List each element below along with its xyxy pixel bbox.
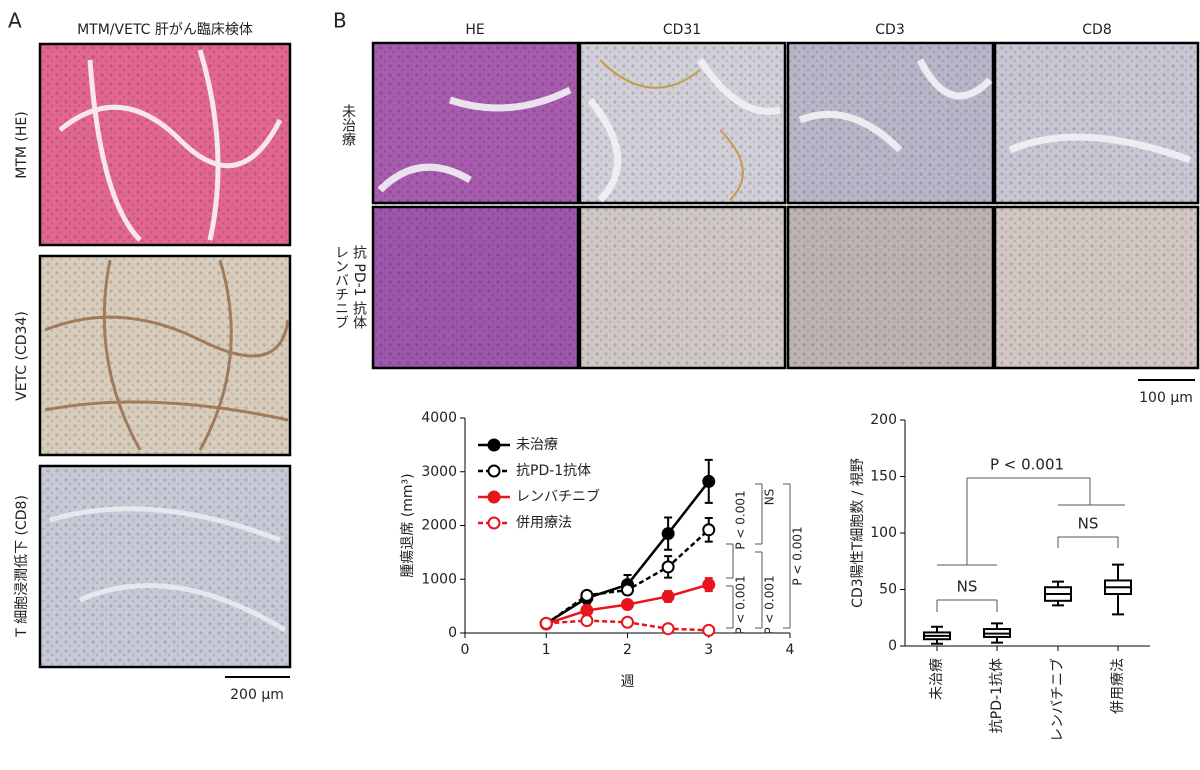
row-label: VETC (CD34) — [14, 311, 30, 401]
annotation: NS — [957, 578, 978, 596]
column-label: CD3 — [875, 22, 904, 38]
x-tick-label: 4 — [786, 642, 795, 658]
row-label: レンバチニブ — [333, 245, 349, 329]
point — [580, 588, 594, 602]
annotation: NS — [763, 489, 777, 506]
legend-marker — [487, 464, 501, 478]
y-tick-label: 50 — [879, 582, 897, 598]
y-tick-label: 200 — [870, 412, 897, 428]
x-tick-label: レンバチニブ — [1049, 658, 1066, 742]
y-tick-label: 100 — [870, 525, 897, 541]
point — [621, 598, 634, 612]
column-label: HE — [465, 22, 484, 38]
annotation: P < 0.001 — [990, 456, 1064, 474]
point — [661, 622, 675, 636]
x-tick-label: 0 — [461, 642, 470, 658]
y-tick-label: 1000 — [421, 571, 457, 587]
y-tick-label: 150 — [870, 469, 897, 485]
panel-label: A — [8, 9, 22, 33]
point — [702, 474, 716, 488]
y-tick-label: 0 — [448, 625, 457, 641]
x-axis-label: 週 — [621, 674, 635, 690]
column-label: CD31 — [663, 22, 701, 38]
x-tick-label: 抗PD-1抗体 — [989, 658, 1005, 733]
annotation: P < 0.001 — [734, 575, 748, 634]
y-tick-label: 0 — [888, 638, 897, 654]
x-tick-label: 併用療法 — [1109, 658, 1126, 714]
annotation: P < 0.001 — [763, 575, 777, 634]
point — [621, 615, 634, 629]
y-axis-label: CD3陽性T細胞数 / 視野 — [850, 458, 866, 608]
scale-label: 200 μm — [230, 687, 284, 703]
column-label: CD8 — [1082, 22, 1111, 38]
x-tick-label: 3 — [704, 642, 713, 658]
y-tick-label: 3000 — [421, 464, 457, 480]
point — [661, 589, 675, 603]
legend-marker — [487, 516, 501, 530]
point — [621, 583, 634, 597]
legend-label: 未治療 — [516, 436, 558, 453]
row-label: MTM (HE) — [14, 111, 30, 178]
y-tick-label: 4000 — [421, 410, 457, 426]
row-label: T 細胞浸潤低下 (CD8) — [14, 495, 30, 638]
micrographs-b — [371, 41, 1200, 370]
annotation: P < 0.001 — [734, 490, 748, 549]
x-tick-label: 2 — [623, 642, 632, 658]
legend-label: レンバチニブ — [516, 488, 600, 505]
row-label: 未治療 — [340, 104, 356, 146]
point — [539, 616, 553, 630]
y-axis-label: 腫瘍退席 (mm³) — [399, 473, 416, 577]
scale-label: 100 μm — [1139, 390, 1193, 406]
point — [580, 614, 594, 628]
whisker — [1112, 563, 1124, 581]
legend-marker — [487, 490, 501, 504]
panel-title: MTM/VETC 肝がん臨床検体 — [77, 22, 253, 38]
point — [702, 578, 716, 592]
x-tick-label: 1 — [542, 642, 551, 658]
annotation: NS — [1078, 515, 1099, 533]
legend-label: 併用療法 — [516, 514, 572, 531]
point — [702, 523, 716, 537]
point — [661, 527, 675, 541]
point — [702, 623, 716, 637]
point — [661, 560, 675, 574]
micrographs-a — [38, 42, 292, 669]
x-tick-label: 未治療 — [928, 658, 945, 700]
legend-label: 抗PD-1抗体 — [516, 463, 591, 479]
panel-label: B — [333, 9, 347, 33]
whisker — [1112, 594, 1124, 616]
row-label: 抗 PD-1 抗体 — [351, 245, 367, 329]
y-tick-label: 2000 — [421, 518, 457, 534]
annotation: P < 0.001 — [791, 526, 805, 585]
legend-marker — [487, 438, 501, 452]
